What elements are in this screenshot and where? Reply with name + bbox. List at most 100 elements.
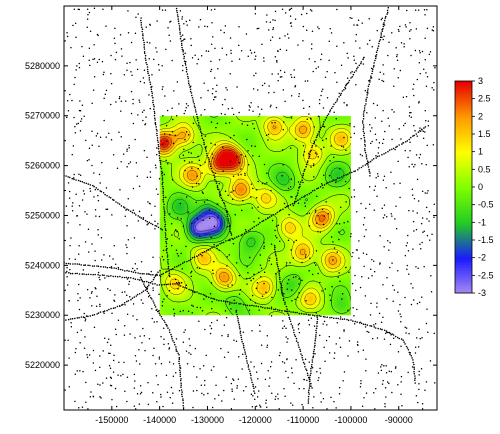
heatmap-cell — [216, 163, 221, 168]
heatmap-cell — [183, 229, 188, 234]
heatmap-cell — [225, 157, 230, 162]
heatmap-cell — [219, 253, 224, 258]
heatmap-cell — [321, 169, 326, 174]
heatmap-cell — [243, 265, 248, 270]
heatmap-cell — [186, 160, 191, 165]
heatmap-cell — [267, 205, 272, 210]
heatmap-cell — [204, 145, 209, 150]
heatmap-cell — [327, 298, 332, 303]
heatmap-cell — [162, 280, 167, 285]
heatmap-cell — [285, 244, 290, 249]
heatmap-cell — [255, 169, 260, 174]
heatmap-cell — [273, 274, 278, 279]
heatmap-cell — [279, 205, 284, 210]
heatmap-cell — [315, 199, 320, 204]
colorbar-swatch — [455, 253, 472, 256]
heatmap-cell — [243, 166, 248, 171]
heatmap-cell — [222, 130, 227, 135]
heatmap-cell — [345, 280, 350, 285]
heatmap-cell — [228, 235, 233, 240]
heatmap-cell — [315, 145, 320, 150]
heatmap-cell — [273, 313, 278, 316]
heatmap-cell — [252, 256, 257, 261]
heatmap-cell — [183, 208, 188, 213]
heatmap-cell — [204, 274, 209, 279]
heatmap-cell — [285, 118, 290, 123]
heatmap-cell — [183, 121, 188, 126]
heatmap-cell — [165, 283, 170, 288]
heatmap-cell — [162, 139, 167, 144]
colorbar-swatch — [455, 209, 472, 212]
heatmap-cell — [180, 169, 185, 174]
heatmap-cell — [279, 142, 284, 147]
heatmap-cell — [324, 304, 329, 309]
heatmap-cell — [315, 292, 320, 297]
heatmap-cell — [252, 196, 257, 201]
heatmap-cell — [318, 277, 323, 282]
heatmap-cell — [177, 286, 182, 291]
heatmap-cell — [261, 307, 266, 312]
heatmap-cell — [252, 238, 257, 243]
heatmap-cell — [312, 256, 317, 261]
heatmap-cell — [288, 205, 293, 210]
heatmap-cell — [342, 139, 347, 144]
heatmap-cell — [234, 283, 239, 288]
heatmap-cell — [255, 160, 260, 165]
heatmap-cell — [342, 280, 347, 285]
heatmap-cell — [255, 253, 260, 258]
heatmap-cell — [249, 145, 254, 150]
heatmap-cell — [192, 298, 197, 303]
heatmap-cell — [288, 193, 293, 198]
heatmap-cell — [348, 247, 351, 252]
heatmap-cell — [192, 241, 197, 246]
heatmap-cell — [327, 115, 332, 120]
heatmap-cell — [222, 184, 227, 189]
heatmap-cell — [222, 232, 227, 237]
heatmap-cell — [207, 151, 212, 156]
heatmap-cell — [306, 217, 311, 222]
heatmap-cell — [276, 199, 281, 204]
heatmap-cell — [312, 295, 317, 300]
heatmap-cell — [327, 124, 332, 129]
heatmap-cell — [285, 238, 290, 243]
heatmap-cell — [234, 238, 239, 243]
colorbar-tick-label: 1.5 — [478, 129, 491, 139]
heatmap-cell — [282, 196, 287, 201]
heatmap-cell — [171, 304, 176, 309]
heatmap-cell — [183, 214, 188, 219]
heatmap-cell — [267, 208, 272, 213]
heatmap-cell — [165, 292, 170, 297]
heatmap-cell — [201, 304, 206, 309]
heatmap-cell — [231, 118, 236, 123]
heatmap-cell — [309, 286, 314, 291]
heatmap-cell — [159, 127, 164, 132]
heatmap-cell — [258, 163, 263, 168]
heatmap-cell — [309, 193, 314, 198]
heatmap-cell — [228, 217, 233, 222]
heatmap-cell — [201, 289, 206, 294]
heatmap-cell — [174, 154, 179, 159]
heatmap-cell — [255, 286, 260, 291]
heatmap-cell — [216, 154, 221, 159]
heatmap-cell — [336, 196, 341, 201]
heatmap-cell — [240, 217, 245, 222]
heatmap-cell — [306, 118, 311, 123]
heatmap-cell — [246, 184, 251, 189]
heatmap-cell — [219, 244, 224, 249]
heatmap-cell — [210, 247, 215, 252]
heatmap-cell — [168, 226, 173, 231]
heatmap-cell — [276, 211, 281, 216]
heatmap-cell — [291, 253, 296, 258]
heatmap-cell — [198, 184, 203, 189]
heatmap-cell — [240, 163, 245, 168]
heatmap-cell — [225, 235, 230, 240]
heatmap-cell — [291, 247, 296, 252]
heatmap-cell — [267, 115, 272, 120]
heatmap-cell — [171, 121, 176, 126]
heatmap-cell — [291, 142, 296, 147]
heatmap-cell — [336, 217, 341, 222]
heatmap-cell — [162, 256, 167, 261]
heatmap-cell — [261, 217, 266, 222]
heatmap-cell — [240, 196, 245, 201]
heatmap-cell — [225, 217, 230, 222]
